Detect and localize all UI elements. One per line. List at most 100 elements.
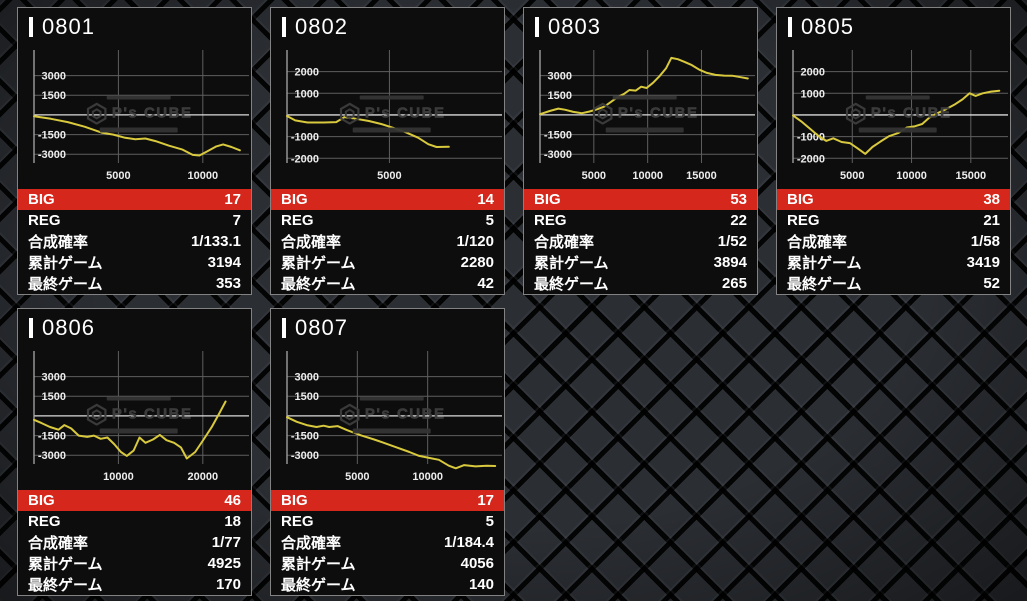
big-label: BIG [787,191,814,208]
last-game-label: 最終ゲーム [28,276,103,293]
total-games-value: 4056 [460,555,494,572]
stats-table: BIG 38 REG 21 合成確率 1/58 累計ゲーム 3419 最終ゲーム… [777,189,1010,294]
header-accent-bar [29,17,33,37]
svg-text:-2000: -2000 [797,153,825,165]
reg-value: 21 [983,212,1000,229]
rate-value: 1/58 [970,233,1000,250]
big-value: 14 [477,191,494,208]
total-games-label: 累計ゲーム [281,255,356,272]
svg-text:5000: 5000 [106,170,130,182]
svg-text:-3000: -3000 [38,450,66,462]
svg-text:10000: 10000 [896,170,927,182]
reg-row: REG 18 [18,511,251,532]
chart-area: 3000 1500 -1500 -3000 5000 10000 P's CUBE [271,347,504,488]
machine-card-0801[interactable]: 0801 3000 1500 -1500 -3000 5000 10000 P's CUB… [17,7,252,295]
svg-text:5000: 5000 [582,170,606,182]
svg-text:1000: 1000 [801,88,825,100]
slump-chart: 2000 1000 -1000 -2000 5000 [286,50,502,182]
rate-row: 合成確率 1/58 [777,231,1010,252]
reg-label: REG [281,212,314,229]
svg-text:-3000: -3000 [38,149,66,161]
stats-table: BIG 46 REG 18 合成確率 1/77 累計ゲーム 4925 最終ゲーム… [18,490,251,595]
total-games-label: 累計ゲーム [281,556,356,573]
reg-value: 5 [485,212,494,229]
big-label: BIG [534,191,561,208]
last-game-label: 最終ゲーム [281,276,356,293]
rate-value: 1/120 [456,233,494,250]
rate-value: 1/184.4 [443,534,494,551]
last-game-value: 42 [477,275,494,292]
reg-label: REG [787,212,820,229]
machine-header: 0801 [18,8,251,46]
last-game-row: 最終ゲーム 140 [271,574,504,595]
svg-text:10000: 10000 [412,471,443,483]
big-row: BIG 38 [777,189,1010,210]
total-games-value: 2280 [460,254,494,271]
svg-text:1000: 1000 [295,88,319,100]
total-games-value: 3419 [966,254,1000,271]
svg-text:-3000: -3000 [291,450,319,462]
machine-number: 0805 [801,14,854,39]
total-games-label: 累計ゲーム [28,255,103,272]
rate-row: 合成確率 1/184.4 [271,532,504,553]
total-games-value: 3194 [207,254,241,271]
rate-value: 1/52 [717,233,747,250]
reg-row: REG 5 [271,210,504,231]
rate-label: 合成確率 [28,234,89,251]
big-row: BIG 14 [271,189,504,210]
svg-text:3000: 3000 [295,372,319,384]
svg-text:5000: 5000 [377,170,401,182]
rate-label: 合成確率 [787,234,848,251]
svg-text:20000: 20000 [188,471,219,483]
big-row: BIG 53 [524,189,757,210]
reg-label: REG [28,513,61,530]
svg-text:-2000: -2000 [291,153,319,165]
header-accent-bar [282,318,286,338]
total-games-label: 累計ゲーム [534,255,609,272]
big-label: BIG [281,492,308,509]
machine-card-0803[interactable]: 0803 3000 1500 -1500 -3000 5000 10000 15000 P'… [523,7,758,295]
machine-card-0807[interactable]: 0807 3000 1500 -1500 -3000 5000 10000 P's CUB… [270,308,505,596]
svg-text:3000: 3000 [42,71,66,83]
big-row: BIG 17 [18,189,251,210]
big-row: BIG 46 [18,490,251,511]
rate-row: 合成確率 1/133.1 [18,231,251,252]
reg-row: REG 21 [777,210,1010,231]
svg-text:1500: 1500 [548,90,572,102]
chart-area: 3000 1500 -1500 -3000 5000 10000 15000 P's CUB… [524,46,757,187]
header-accent-bar [282,17,286,37]
big-value: 46 [224,492,241,509]
reg-value: 18 [224,513,241,530]
svg-text:15000: 15000 [956,170,987,182]
machine-header: 0806 [18,309,251,347]
stats-table: BIG 17 REG 7 合成確率 1/133.1 累計ゲーム 3194 最終ゲ… [18,189,251,294]
last-game-row: 最終ゲーム 42 [271,273,504,294]
big-value: 17 [224,191,241,208]
reg-label: REG [281,513,314,530]
machine-header: 0802 [271,8,504,46]
machine-header: 0803 [524,8,757,46]
reg-row: REG 7 [18,210,251,231]
reg-value: 22 [730,212,747,229]
last-game-row: 最終ゲーム 353 [18,273,251,294]
svg-text:3000: 3000 [548,71,572,83]
machine-card-0802[interactable]: 0802 2000 1000 -1000 -2000 5000 P's CUBE BIG… [270,7,505,295]
header-accent-bar [29,318,33,338]
svg-text:10000: 10000 [188,170,219,182]
machine-card-0806[interactable]: 0806 3000 1500 -1500 -3000 10000 20000 P's CU… [17,308,252,596]
header-accent-bar [535,17,539,37]
svg-text:-1500: -1500 [291,431,319,443]
last-game-value: 52 [983,275,1000,292]
total-games-value: 3894 [713,254,747,271]
svg-text:15000: 15000 [686,170,717,182]
svg-text:2000: 2000 [801,67,825,79]
machine-card-0805[interactable]: 0805 2000 1000 -1000 -2000 5000 10000 15000 P'… [776,7,1011,295]
big-row: BIG 17 [271,490,504,511]
slump-chart: 3000 1500 -1500 -3000 5000 10000 15000 [539,50,755,182]
slump-chart: 3000 1500 -1500 -3000 5000 10000 [33,50,249,182]
header-accent-bar [788,17,792,37]
big-label: BIG [281,191,308,208]
machine-number: 0801 [42,14,95,39]
